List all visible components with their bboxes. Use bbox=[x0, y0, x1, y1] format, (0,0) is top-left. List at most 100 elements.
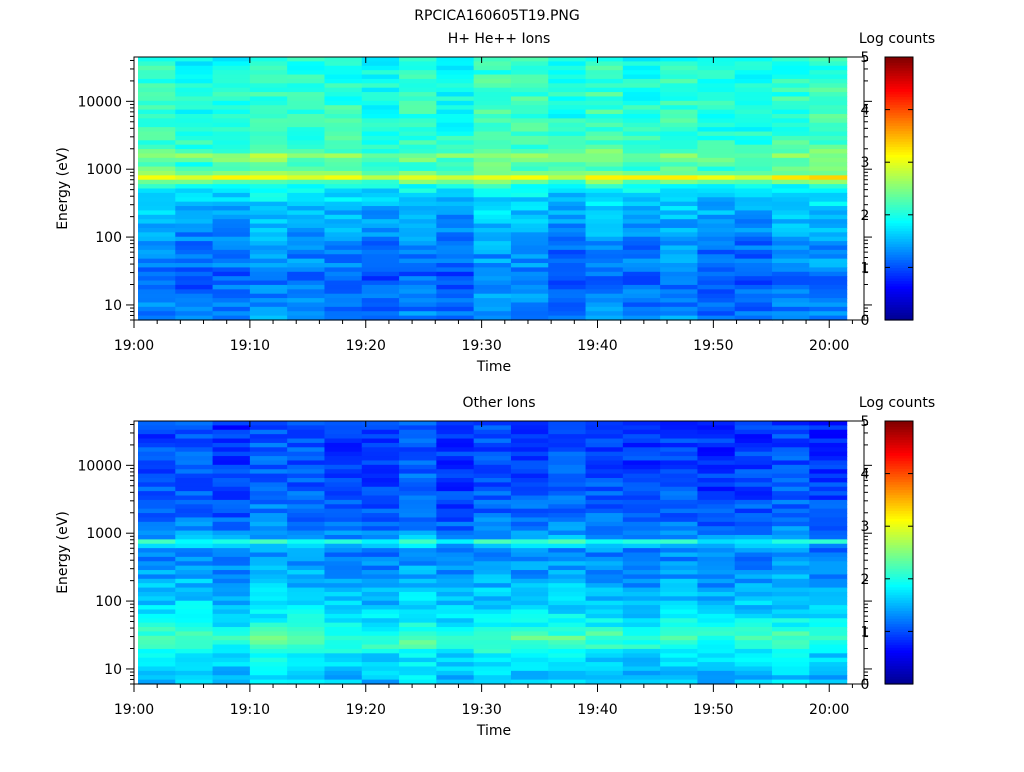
heatmap-cell bbox=[734, 83, 773, 89]
heatmap-cell bbox=[548, 210, 587, 216]
heatmap-cell bbox=[399, 276, 437, 282]
heatmap-cell bbox=[809, 504, 848, 510]
heatmap-cell bbox=[660, 670, 699, 676]
heatmap-cell bbox=[660, 679, 699, 685]
heatmap-cell bbox=[548, 517, 587, 523]
heatmap-cell bbox=[585, 627, 624, 632]
heatmap-cell bbox=[510, 640, 549, 646]
heatmap-cell bbox=[660, 170, 699, 176]
heatmap-cell bbox=[772, 473, 810, 479]
heatmap-cell bbox=[212, 153, 251, 159]
heatmap-cell bbox=[809, 486, 848, 492]
heatmap-cell bbox=[660, 495, 699, 501]
heatmap-cell bbox=[660, 491, 699, 497]
heatmap-cell bbox=[772, 574, 810, 580]
heatmap-cell bbox=[138, 670, 176, 676]
heatmap-cell bbox=[436, 276, 475, 282]
heatmap-cell bbox=[772, 162, 810, 168]
heatmap-cell bbox=[622, 670, 661, 676]
heatmap-cell bbox=[361, 179, 400, 185]
heatmap-cell bbox=[734, 109, 773, 115]
heatmap-cell bbox=[697, 227, 736, 233]
heatmap-cell bbox=[585, 157, 624, 163]
heatmap-cell bbox=[697, 140, 736, 146]
heatmap-cell bbox=[212, 543, 251, 549]
heatmap-cell bbox=[622, 675, 661, 681]
heatmap-cell bbox=[660, 653, 699, 659]
heatmap-cell bbox=[138, 574, 176, 580]
heatmap-cell bbox=[622, 442, 661, 448]
heatmap-cell bbox=[212, 175, 251, 181]
colorbar-segment bbox=[885, 93, 913, 98]
colorbar-segment bbox=[885, 96, 913, 100]
heatmap-cell bbox=[697, 201, 736, 207]
heatmap-cell bbox=[287, 258, 326, 264]
heatmap-cell bbox=[436, 460, 475, 466]
heatmap-cell bbox=[399, 526, 437, 532]
colorbar-segment bbox=[885, 513, 913, 517]
heatmap-cell bbox=[697, 78, 736, 84]
heatmap-cell bbox=[324, 653, 363, 659]
heatmap-cell bbox=[138, 504, 176, 510]
heatmap-cell bbox=[361, 491, 400, 497]
heatmap-cell bbox=[548, 298, 587, 304]
heatmap-cell bbox=[249, 258, 288, 264]
colorbar-segment bbox=[885, 204, 913, 208]
heatmap-cell bbox=[772, 219, 810, 225]
heatmap-cell bbox=[734, 162, 773, 168]
heatmap-cell bbox=[436, 666, 475, 672]
heatmap-cell bbox=[660, 254, 699, 260]
heatmap-cell bbox=[548, 149, 587, 155]
colorbar-segment bbox=[885, 605, 913, 609]
heatmap-cell bbox=[212, 149, 251, 155]
heatmap-cell bbox=[473, 175, 512, 181]
heatmap-cell bbox=[324, 236, 363, 242]
heatmap-cell bbox=[809, 561, 848, 567]
heatmap-cell bbox=[324, 421, 363, 426]
heatmap-cell bbox=[809, 127, 848, 133]
heatmap-cell bbox=[697, 188, 736, 194]
heatmap-cell bbox=[138, 578, 176, 584]
heatmap-cell bbox=[585, 491, 624, 497]
heatmap-cell bbox=[585, 302, 624, 308]
heatmap-cell bbox=[660, 464, 699, 470]
colorbar-segment bbox=[885, 615, 913, 619]
heatmap-cell bbox=[175, 447, 214, 453]
heatmap-cell bbox=[436, 109, 475, 115]
x-tick-label: 19:20 bbox=[346, 338, 386, 354]
heatmap-cell bbox=[772, 486, 810, 492]
heatmap-cell bbox=[324, 92, 363, 98]
heatmap-cell bbox=[399, 214, 437, 220]
heatmap-cell bbox=[249, 131, 288, 137]
heatmap-cell bbox=[809, 100, 848, 106]
heatmap-cell bbox=[772, 530, 810, 536]
heatmap-cell bbox=[660, 83, 699, 89]
heatmap-cell bbox=[697, 596, 736, 602]
heatmap-cell bbox=[287, 631, 326, 637]
heatmap-cell bbox=[585, 565, 624, 571]
heatmap-cell bbox=[772, 517, 810, 523]
heatmap-cell bbox=[175, 613, 214, 619]
heatmap-cell bbox=[585, 486, 624, 492]
heatmap-cell bbox=[510, 127, 549, 133]
colorbar-segment bbox=[885, 602, 913, 606]
heatmap-cell bbox=[809, 289, 848, 295]
y-tick-label: 1000 bbox=[86, 526, 122, 542]
heatmap-cell bbox=[548, 74, 587, 80]
heatmap-cell bbox=[772, 543, 810, 549]
heatmap-cell bbox=[473, 78, 512, 84]
heatmap-cell bbox=[548, 127, 587, 133]
heatmap-cell bbox=[212, 600, 251, 606]
heatmap-cell bbox=[548, 184, 587, 190]
heatmap-cell bbox=[287, 254, 326, 260]
heatmap-cell bbox=[622, 460, 661, 466]
heatmap-cell bbox=[734, 653, 773, 659]
heatmap-cell bbox=[361, 201, 400, 207]
heatmap-cell bbox=[809, 276, 848, 282]
heatmap-cell bbox=[212, 135, 251, 141]
heatmap-cell bbox=[436, 477, 475, 483]
heatmap-cell bbox=[660, 214, 699, 220]
heatmap-cell bbox=[772, 456, 810, 462]
heatmap-cell bbox=[436, 166, 475, 172]
heatmap-cell bbox=[249, 315, 288, 321]
